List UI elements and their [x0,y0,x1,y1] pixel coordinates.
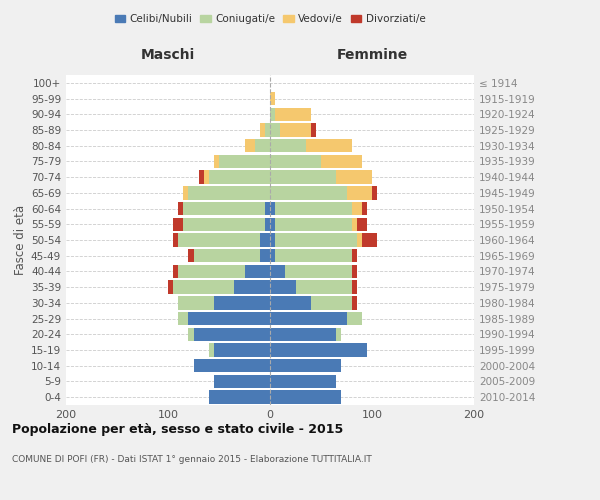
Bar [275,218,352,231]
Bar [214,344,270,356]
Bar [214,375,270,388]
Bar [209,390,270,404]
Bar [245,264,270,278]
Bar [352,296,357,310]
Bar [356,234,362,246]
Bar [184,202,265,215]
Bar [270,155,321,168]
Bar [347,312,362,325]
Bar [173,218,184,231]
Bar [270,264,286,278]
Bar [321,155,362,168]
Bar [254,139,270,152]
Bar [245,139,254,152]
Bar [265,124,270,136]
Bar [311,124,316,136]
Bar [337,170,372,184]
Bar [352,249,357,262]
Bar [352,218,357,231]
Bar [270,296,311,310]
Bar [337,328,341,341]
Bar [193,359,270,372]
Bar [270,139,306,152]
Bar [184,186,188,200]
Bar [270,170,337,184]
Bar [188,186,270,200]
Bar [270,328,337,341]
Bar [270,92,275,106]
Bar [184,218,265,231]
Bar [235,280,270,294]
Bar [352,280,357,294]
Bar [173,264,178,278]
Bar [362,234,377,246]
Bar [209,170,270,184]
Bar [270,218,275,231]
Bar [372,186,377,200]
Bar [188,328,193,341]
Bar [352,264,357,278]
Bar [214,155,219,168]
Bar [188,312,270,325]
Bar [168,280,173,294]
Bar [296,280,352,294]
Bar [265,202,270,215]
Bar [347,186,372,200]
Bar [265,218,270,231]
Bar [311,296,352,310]
Bar [260,124,265,136]
Bar [178,234,260,246]
Bar [260,234,270,246]
Text: Maschi: Maschi [141,48,195,62]
Bar [209,344,214,356]
Bar [270,375,337,388]
Bar [270,202,275,215]
Text: COMUNE DI POFI (FR) - Dati ISTAT 1° gennaio 2015 - Elaborazione TUTTITALIA.IT: COMUNE DI POFI (FR) - Dati ISTAT 1° genn… [12,455,372,464]
Bar [178,312,188,325]
Bar [214,296,270,310]
Bar [270,249,275,262]
Bar [193,249,260,262]
Bar [199,170,204,184]
Bar [270,359,341,372]
Bar [178,264,245,278]
Bar [178,202,184,215]
Bar [178,296,214,310]
Bar [286,264,352,278]
Bar [270,234,275,246]
Bar [275,249,352,262]
Bar [260,249,270,262]
Bar [270,390,341,404]
Bar [356,218,367,231]
Bar [270,186,347,200]
Bar [270,108,275,121]
Bar [270,124,280,136]
Text: Popolazione per età, sesso e stato civile - 2015: Popolazione per età, sesso e stato civil… [12,422,343,436]
Legend: Celibi/Nubili, Coniugati/e, Vedovi/e, Divorziati/e: Celibi/Nubili, Coniugati/e, Vedovi/e, Di… [110,10,430,29]
Bar [193,328,270,341]
Text: Femmine: Femmine [337,48,407,62]
Bar [219,155,270,168]
Bar [352,202,362,215]
Bar [270,344,367,356]
Bar [173,234,178,246]
Bar [270,280,296,294]
Bar [270,312,347,325]
Bar [275,108,311,121]
Bar [280,124,311,136]
Y-axis label: Anni di nascita: Anni di nascita [599,196,600,284]
Bar [306,139,352,152]
Y-axis label: Fasce di età: Fasce di età [14,205,27,275]
Bar [204,170,209,184]
Bar [275,202,352,215]
Bar [362,202,367,215]
Bar [188,249,193,262]
Bar [275,234,357,246]
Bar [173,280,235,294]
